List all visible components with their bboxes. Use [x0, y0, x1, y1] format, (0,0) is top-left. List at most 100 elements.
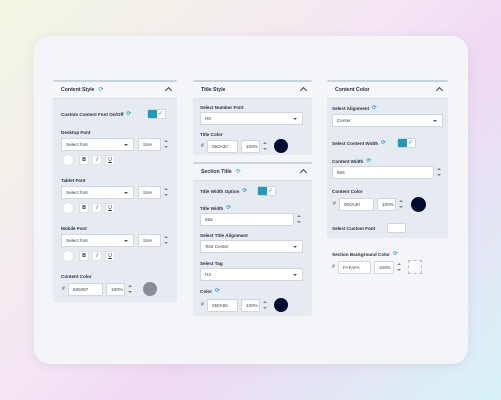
sync-icon[interactable]: ⟳ — [372, 105, 377, 111]
sync-icon[interactable]: ⟳ — [366, 158, 371, 164]
title-width-stepper[interactable] — [295, 213, 303, 226]
check-icon: ✓ — [407, 140, 413, 146]
content-color-hex-input[interactable]: 828497 — [68, 283, 103, 296]
content-width-input[interactable]: 656 — [332, 166, 434, 179]
title-color-opacity-stepper[interactable] — [261, 140, 269, 153]
hash-symbol: # — [201, 302, 204, 308]
custom-font-toggle[interactable]: ✓ — [147, 109, 166, 119]
desktop-size-stepper[interactable] — [162, 138, 170, 151]
tablet-size-input[interactable]: Size — [138, 186, 161, 199]
title-width-option-toggle[interactable]: ✓ — [257, 186, 276, 196]
mobile-font-color-swatch[interactable] — [62, 250, 74, 262]
content-color-hex-input-2[interactable]: 050A30 — [339, 198, 374, 211]
bold-button[interactable]: B — [79, 251, 89, 261]
content-color-opacity-input[interactable]: 100% — [106, 283, 125, 296]
tablet-font-color-swatch[interactable] — [62, 202, 74, 214]
section-title-color-opacity-stepper[interactable] — [261, 299, 269, 312]
check-icon: ✓ — [267, 188, 273, 194]
section-title-color-opacity-input[interactable]: 100% — [241, 299, 260, 312]
number-font-select[interactable]: H6 — [200, 112, 303, 125]
hash-symbol: # — [62, 286, 65, 292]
custom-font-label: Custom Content Font On/Off ⟳ — [61, 111, 132, 118]
tablet-font-select[interactable]: Select font — [61, 186, 134, 199]
select-tag-select[interactable]: H2 — [200, 268, 303, 281]
custom-font-toggle-2[interactable] — [387, 223, 406, 233]
content-color-header[interactable]: Content Color — [327, 82, 448, 99]
number-font-label: Select Number Font — [200, 105, 244, 110]
select-tag-label: Select Tag — [200, 261, 223, 266]
content-color-swatch[interactable] — [143, 282, 157, 296]
content-color-label: Content Color — [61, 274, 92, 279]
section-bg-color-label: Section Background Color ⟳ — [332, 251, 398, 258]
section-title-color-hex-input[interactable]: 050A50 — [207, 299, 238, 312]
title-style-title: Title Style — [201, 87, 226, 93]
content-style-header[interactable]: Content Style ⟳ — [53, 82, 177, 99]
select-content-width-label: Select Content Width ⟳ — [332, 140, 386, 147]
content-color-swatch-2[interactable] — [411, 197, 426, 212]
title-style-panel: Title Style Select Number Font H6 Title … — [193, 80, 312, 155]
italic-button[interactable]: I — [92, 251, 102, 261]
alignment-select[interactable]: Center — [332, 114, 443, 127]
section-bg-swatch[interactable] — [408, 260, 422, 274]
section-title-header[interactable]: Section Title ⟳ — [193, 164, 312, 181]
sync-icon[interactable]: ⟳ — [126, 111, 132, 117]
check-icon: ✓ — [157, 111, 163, 117]
chevron-up-icon[interactable] — [435, 86, 444, 95]
content-width-label: Content Width ⟳ — [332, 158, 371, 165]
content-color-opacity-stepper-2[interactable] — [397, 198, 405, 211]
sync-icon[interactable]: ⟳ — [392, 251, 398, 257]
sync-icon[interactable]: ⟳ — [235, 169, 241, 175]
hash-symbol: # — [332, 264, 335, 270]
italic-button[interactable]: I — [92, 155, 102, 165]
hash-symbol: # — [333, 201, 336, 207]
title-style-header[interactable]: Title Style — [193, 82, 312, 99]
underline-button[interactable]: U — [105, 155, 115, 165]
section-bg-opacity-input[interactable]: 100% — [374, 261, 394, 274]
content-style-panel: Content Style ⟳ Custom Content Font On/O… — [53, 80, 177, 302]
desktop-font-color-swatch[interactable] — [62, 154, 74, 166]
section-bg-opacity-stepper[interactable] — [395, 261, 403, 274]
bold-button[interactable]: B — [79, 203, 89, 213]
section-title-color-label: Color ⟳ — [200, 288, 220, 295]
content-color-opacity-stepper[interactable] — [126, 283, 134, 296]
title-alignment-select[interactable]: Text Center — [200, 240, 303, 253]
tablet-size-stepper[interactable] — [162, 186, 170, 199]
select-alignment-label: Select Alignment ⟳ — [332, 105, 377, 112]
content-color-label-2: Content Color — [332, 189, 363, 194]
section-title-color-swatch[interactable] — [274, 298, 288, 312]
title-color-swatch[interactable] — [274, 139, 288, 153]
content-width-stepper[interactable] — [435, 166, 443, 179]
sync-icon[interactable]: ⟳ — [98, 87, 104, 93]
desktop-font-label: Desktop Font — [61, 130, 91, 135]
italic-button[interactable]: I — [92, 203, 102, 213]
title-width-label: Title Width ⟳ — [200, 205, 231, 212]
title-width-input[interactable]: 656 — [200, 213, 294, 226]
underline-button[interactable]: U — [105, 251, 115, 261]
section-bg-hex-input[interactable]: FAFAFA — [338, 261, 371, 274]
sync-icon[interactable]: ⟳ — [242, 188, 248, 194]
select-custom-font-label: Select Custom Font — [332, 226, 376, 231]
section-title-title: Section Title — [201, 169, 232, 175]
chevron-up-icon[interactable] — [299, 168, 308, 177]
title-color-opacity-input[interactable]: 100% — [241, 140, 260, 153]
mobile-size-stepper[interactable] — [162, 234, 170, 247]
hash-symbol: # — [201, 143, 204, 149]
desktop-size-input[interactable]: Size — [138, 138, 161, 151]
content-style-title: Content Style — [61, 87, 95, 93]
mobile-font-select[interactable]: Select font — [61, 234, 134, 247]
tablet-font-label: Tablet Font — [61, 178, 86, 183]
sync-icon[interactable]: ⟳ — [381, 140, 386, 146]
content-color-panel: Content Color Select Alignment ⟳ Center S… — [327, 80, 448, 238]
mobile-size-input[interactable]: Size — [138, 234, 161, 247]
chevron-up-icon[interactable] — [164, 86, 173, 95]
desktop-font-select[interactable]: Select font — [61, 138, 134, 151]
sync-icon[interactable]: ⟳ — [215, 288, 220, 294]
chevron-up-icon[interactable] — [299, 86, 308, 95]
content-color-opacity-input-2[interactable]: 100% — [377, 198, 396, 211]
underline-button[interactable]: U — [105, 203, 115, 213]
sync-icon[interactable]: ⟳ — [226, 205, 231, 211]
title-color-hex-input[interactable]: 050A30 — [207, 140, 238, 153]
content-width-toggle[interactable]: ✓ — [397, 138, 416, 148]
content-color-title: Content Color — [335, 87, 370, 93]
bold-button[interactable]: B — [79, 155, 89, 165]
